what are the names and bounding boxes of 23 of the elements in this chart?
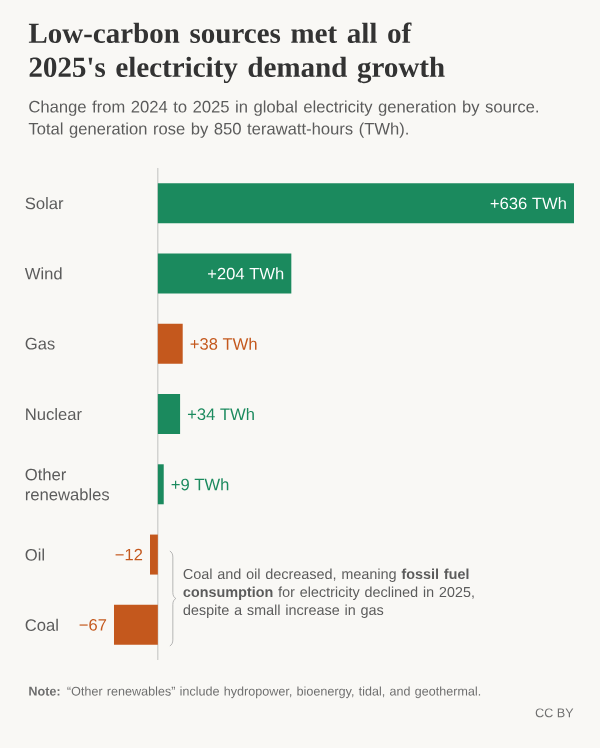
y-tick-label: Oil: [25, 548, 44, 561]
y-tick-label: Nuclear: [26, 407, 82, 421]
bar: [114, 604, 158, 645]
data-label: +636 TWh: [490, 197, 566, 210]
data-label: +9 TWh: [171, 478, 229, 491]
y-tick-label: Other renewables: [25, 468, 110, 501]
data-label: +34 TWh: [187, 407, 254, 421]
y-tick-label: Solar: [25, 197, 64, 210]
chart-subtitle: Change from 2024 to 2025 in global electricity generation by source. Total generation rose by 850 terawatt-hours (TWh).: [28, 100, 538, 138]
chart-title: Low-carbon sources met all of 2025's electricity demand growth: [28, 22, 445, 84]
data-label: +204 TWh: [208, 267, 284, 280]
data-label: +38 TWh: [190, 337, 257, 350]
bar: [157, 464, 164, 505]
bar: [157, 183, 574, 224]
bar: [149, 534, 158, 575]
bar: [157, 253, 292, 294]
bar: [157, 323, 183, 364]
data-label: −12: [115, 548, 143, 561]
y-tick-label: Coal: [25, 618, 58, 631]
bar: [157, 394, 181, 434]
y-tick-label: Wind: [24, 267, 62, 280]
y-tick-label: Gas: [25, 337, 55, 350]
data-label: −67: [79, 619, 107, 631]
